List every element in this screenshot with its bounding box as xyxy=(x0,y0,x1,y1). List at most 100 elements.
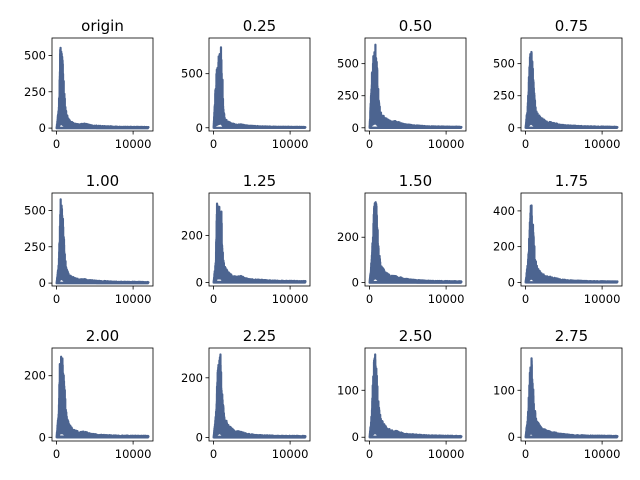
subplot-title: 0.75 xyxy=(555,17,588,35)
signal-series xyxy=(55,198,150,285)
y-tick-label: 0 xyxy=(196,121,203,135)
signal-baseline xyxy=(369,280,462,284)
x-tick-label: 0 xyxy=(522,292,529,306)
y-tick-label: 100 xyxy=(337,383,359,397)
x-tick-label: 10000 xyxy=(115,292,152,306)
axes-frame xyxy=(208,347,311,442)
subplot-1: 0.25 0 10000 0 500 xyxy=(181,17,311,151)
y-tick-label: 500 xyxy=(181,67,203,81)
signal-series xyxy=(524,50,619,129)
x-tick-label: 0 xyxy=(366,292,373,306)
axes-frame xyxy=(51,37,154,132)
x-tick-label: 10000 xyxy=(115,447,152,461)
axes-frame xyxy=(208,37,311,132)
signal-baseline xyxy=(525,435,618,439)
subplot-4: 1.00 0 10000 0 250 500 xyxy=(24,172,154,306)
subplot-title: 2.50 xyxy=(399,327,432,345)
signal-baseline xyxy=(525,126,618,129)
signal-baseline xyxy=(369,126,462,129)
y-tick-label: 500 xyxy=(24,48,46,62)
x-tick-label: 10000 xyxy=(584,292,621,306)
y-tick-label: 0 xyxy=(352,121,359,135)
y-tick-label: 0 xyxy=(39,430,46,444)
subplot-title: 0.25 xyxy=(243,17,276,35)
y-tick-label: 0 xyxy=(508,275,515,289)
axes-frame xyxy=(520,347,623,442)
y-tick-label: 200 xyxy=(24,369,46,383)
subplot-title: 2.75 xyxy=(555,327,588,345)
subplot-title: 0.50 xyxy=(399,17,432,35)
y-tick-label: 250 xyxy=(24,240,46,254)
x-tick-label: 0 xyxy=(366,447,373,461)
y-tick-label: 0 xyxy=(352,276,359,290)
subplot-8: 2.00 0 10000 0 200 xyxy=(24,327,154,461)
x-tick-label: 10000 xyxy=(428,137,465,151)
y-tick-label: 400 xyxy=(493,204,515,218)
axes-frame xyxy=(364,347,467,442)
signal-series xyxy=(524,357,619,439)
y-tick-label: 0 xyxy=(196,430,203,444)
y-tick-label: 250 xyxy=(24,85,46,99)
y-tick-label: 200 xyxy=(337,230,359,244)
signal-series xyxy=(368,201,463,284)
signal-baseline xyxy=(56,281,149,285)
signal-series xyxy=(55,46,150,130)
x-tick-label: 10000 xyxy=(428,292,465,306)
signal-series xyxy=(212,353,307,439)
subplot-7: 1.75 0 10000 0 200 400 xyxy=(493,172,623,306)
y-tick-label: 0 xyxy=(508,430,515,444)
subplot-3: 0.75 0 10000 0 250 500 xyxy=(493,17,623,151)
subplot-title: origin xyxy=(81,17,124,35)
y-tick-label: 100 xyxy=(493,383,515,397)
signal-baseline xyxy=(525,281,618,284)
signal-series xyxy=(368,43,463,129)
y-tick-label: 0 xyxy=(508,121,515,135)
axes-frame xyxy=(51,192,154,287)
x-tick-label: 0 xyxy=(53,447,60,461)
x-tick-label: 10000 xyxy=(584,447,621,461)
x-tick-label: 10000 xyxy=(584,137,621,151)
signal-series xyxy=(368,353,463,439)
x-tick-label: 0 xyxy=(366,137,373,151)
subplot-2: 0.50 0 10000 0 250 500 xyxy=(337,17,467,151)
y-tick-label: 500 xyxy=(337,57,359,71)
x-tick-label: 0 xyxy=(210,292,217,306)
axes-frame xyxy=(364,37,467,132)
axes-frame xyxy=(364,192,467,287)
signal-series xyxy=(524,204,619,284)
x-tick-label: 0 xyxy=(522,447,529,461)
subplot-11: 2.75 0 10000 0 100 xyxy=(493,327,623,461)
y-tick-label: 200 xyxy=(493,240,515,254)
signal-baseline xyxy=(213,280,306,284)
y-tick-label: 0 xyxy=(352,430,359,444)
axes-frame xyxy=(520,37,623,132)
subplot-title: 1.75 xyxy=(555,172,588,190)
subplot-title: 2.00 xyxy=(86,327,119,345)
axes-frame xyxy=(520,192,623,287)
signal-series xyxy=(55,355,150,439)
y-tick-label: 0 xyxy=(196,275,203,289)
y-tick-label: 0 xyxy=(39,276,46,290)
x-tick-label: 0 xyxy=(53,137,60,151)
signal-series xyxy=(212,202,307,284)
y-tick-label: 500 xyxy=(493,57,515,71)
subplot-10: 2.50 0 10000 0 100 xyxy=(337,327,467,461)
subplot-5: 1.25 0 10000 0 200 xyxy=(181,172,311,306)
subplot-title: 1.25 xyxy=(243,172,276,190)
x-tick-label: 10000 xyxy=(272,137,309,151)
subplot-9: 2.25 0 10000 0 200 xyxy=(181,327,311,461)
y-tick-label: 500 xyxy=(24,203,46,217)
signal-series xyxy=(212,46,307,129)
signal-baseline xyxy=(213,435,306,439)
subplot-6: 1.50 0 10000 0 200 xyxy=(337,172,467,306)
x-tick-label: 0 xyxy=(53,292,60,306)
x-tick-label: 10000 xyxy=(272,447,309,461)
subplot-title: 1.00 xyxy=(86,172,119,190)
y-tick-label: 0 xyxy=(39,121,46,135)
y-tick-label: 200 xyxy=(181,371,203,385)
axes-frame xyxy=(208,192,311,287)
signal-baseline xyxy=(56,126,149,130)
subplot-0: origin 0 10000 0 250 500 xyxy=(24,17,154,151)
x-tick-label: 0 xyxy=(210,447,217,461)
